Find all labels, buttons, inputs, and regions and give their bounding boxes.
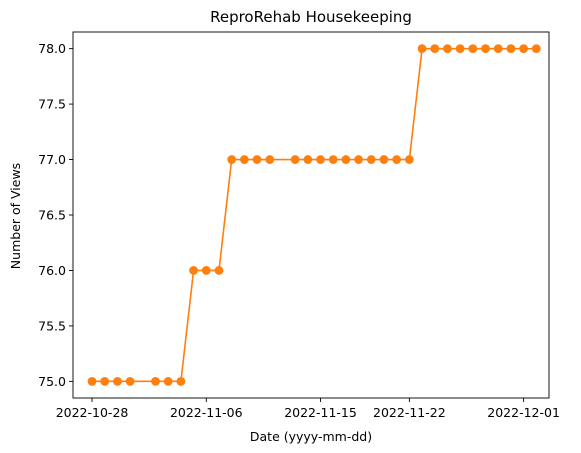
data-point xyxy=(341,155,351,164)
data-point xyxy=(214,266,224,275)
data-point xyxy=(379,155,389,164)
y-tick-label: 77.5 xyxy=(38,97,66,112)
data-point xyxy=(189,266,198,275)
x-tick-label: 2022-11-06 xyxy=(170,405,243,420)
data-point xyxy=(113,376,122,386)
data-point xyxy=(227,155,237,164)
data-point xyxy=(328,155,338,164)
plot-frame xyxy=(72,31,550,399)
data-point xyxy=(354,155,363,164)
data-point xyxy=(493,44,503,54)
data-point xyxy=(468,44,478,54)
data-point xyxy=(481,44,490,54)
y-axis-ticks: 75.0 75.5 76.0 76.5 77.0 77.5 78.0 xyxy=(38,41,73,389)
y-tick-label: 76.0 xyxy=(38,263,66,278)
y-tick-label: 76.5 xyxy=(38,208,66,223)
data-point xyxy=(303,155,313,164)
data-point xyxy=(163,376,173,386)
x-tick-label: 2022-10-28 xyxy=(56,405,129,420)
x-tick-label: 2022-12-01 xyxy=(487,405,560,420)
data-point xyxy=(455,44,465,54)
data-point xyxy=(239,155,249,164)
data-point xyxy=(519,44,529,54)
x-axis-ticks: 2022-10-28 2022-11-06 2022-11-15 2022-11-22… xyxy=(56,398,560,420)
data-point xyxy=(176,376,186,386)
data-point xyxy=(316,155,325,164)
y-tick-label: 77.0 xyxy=(38,152,66,167)
data-point xyxy=(252,155,262,164)
x-tick-label: 2022-11-15 xyxy=(284,405,357,420)
chart-title: ReproRehab Housekeeping xyxy=(210,8,412,26)
series-line-0 xyxy=(92,47,537,383)
data-point xyxy=(430,44,440,54)
data-point xyxy=(201,266,211,275)
x-tick-label: 2022-11-22 xyxy=(373,405,446,420)
data-point xyxy=(100,376,110,386)
y-tick-label: 75.0 xyxy=(38,374,66,389)
data-point xyxy=(290,155,300,164)
x-axis-title: Date (yyyy-mm-dd) xyxy=(250,429,372,444)
data-point xyxy=(265,155,275,164)
data-point xyxy=(392,155,402,164)
data-point xyxy=(531,44,541,54)
data-point xyxy=(87,376,97,386)
y-axis-title: Number of Views xyxy=(8,163,23,269)
data-point xyxy=(366,155,376,164)
data-point xyxy=(506,44,516,54)
y-tick-label: 78.0 xyxy=(38,41,66,56)
data-point xyxy=(443,44,452,54)
series-layer xyxy=(87,44,541,386)
data-point xyxy=(417,44,427,54)
data-point xyxy=(404,155,414,164)
y-tick-label: 75.5 xyxy=(38,318,66,333)
data-point xyxy=(151,376,160,386)
data-point xyxy=(125,376,135,386)
